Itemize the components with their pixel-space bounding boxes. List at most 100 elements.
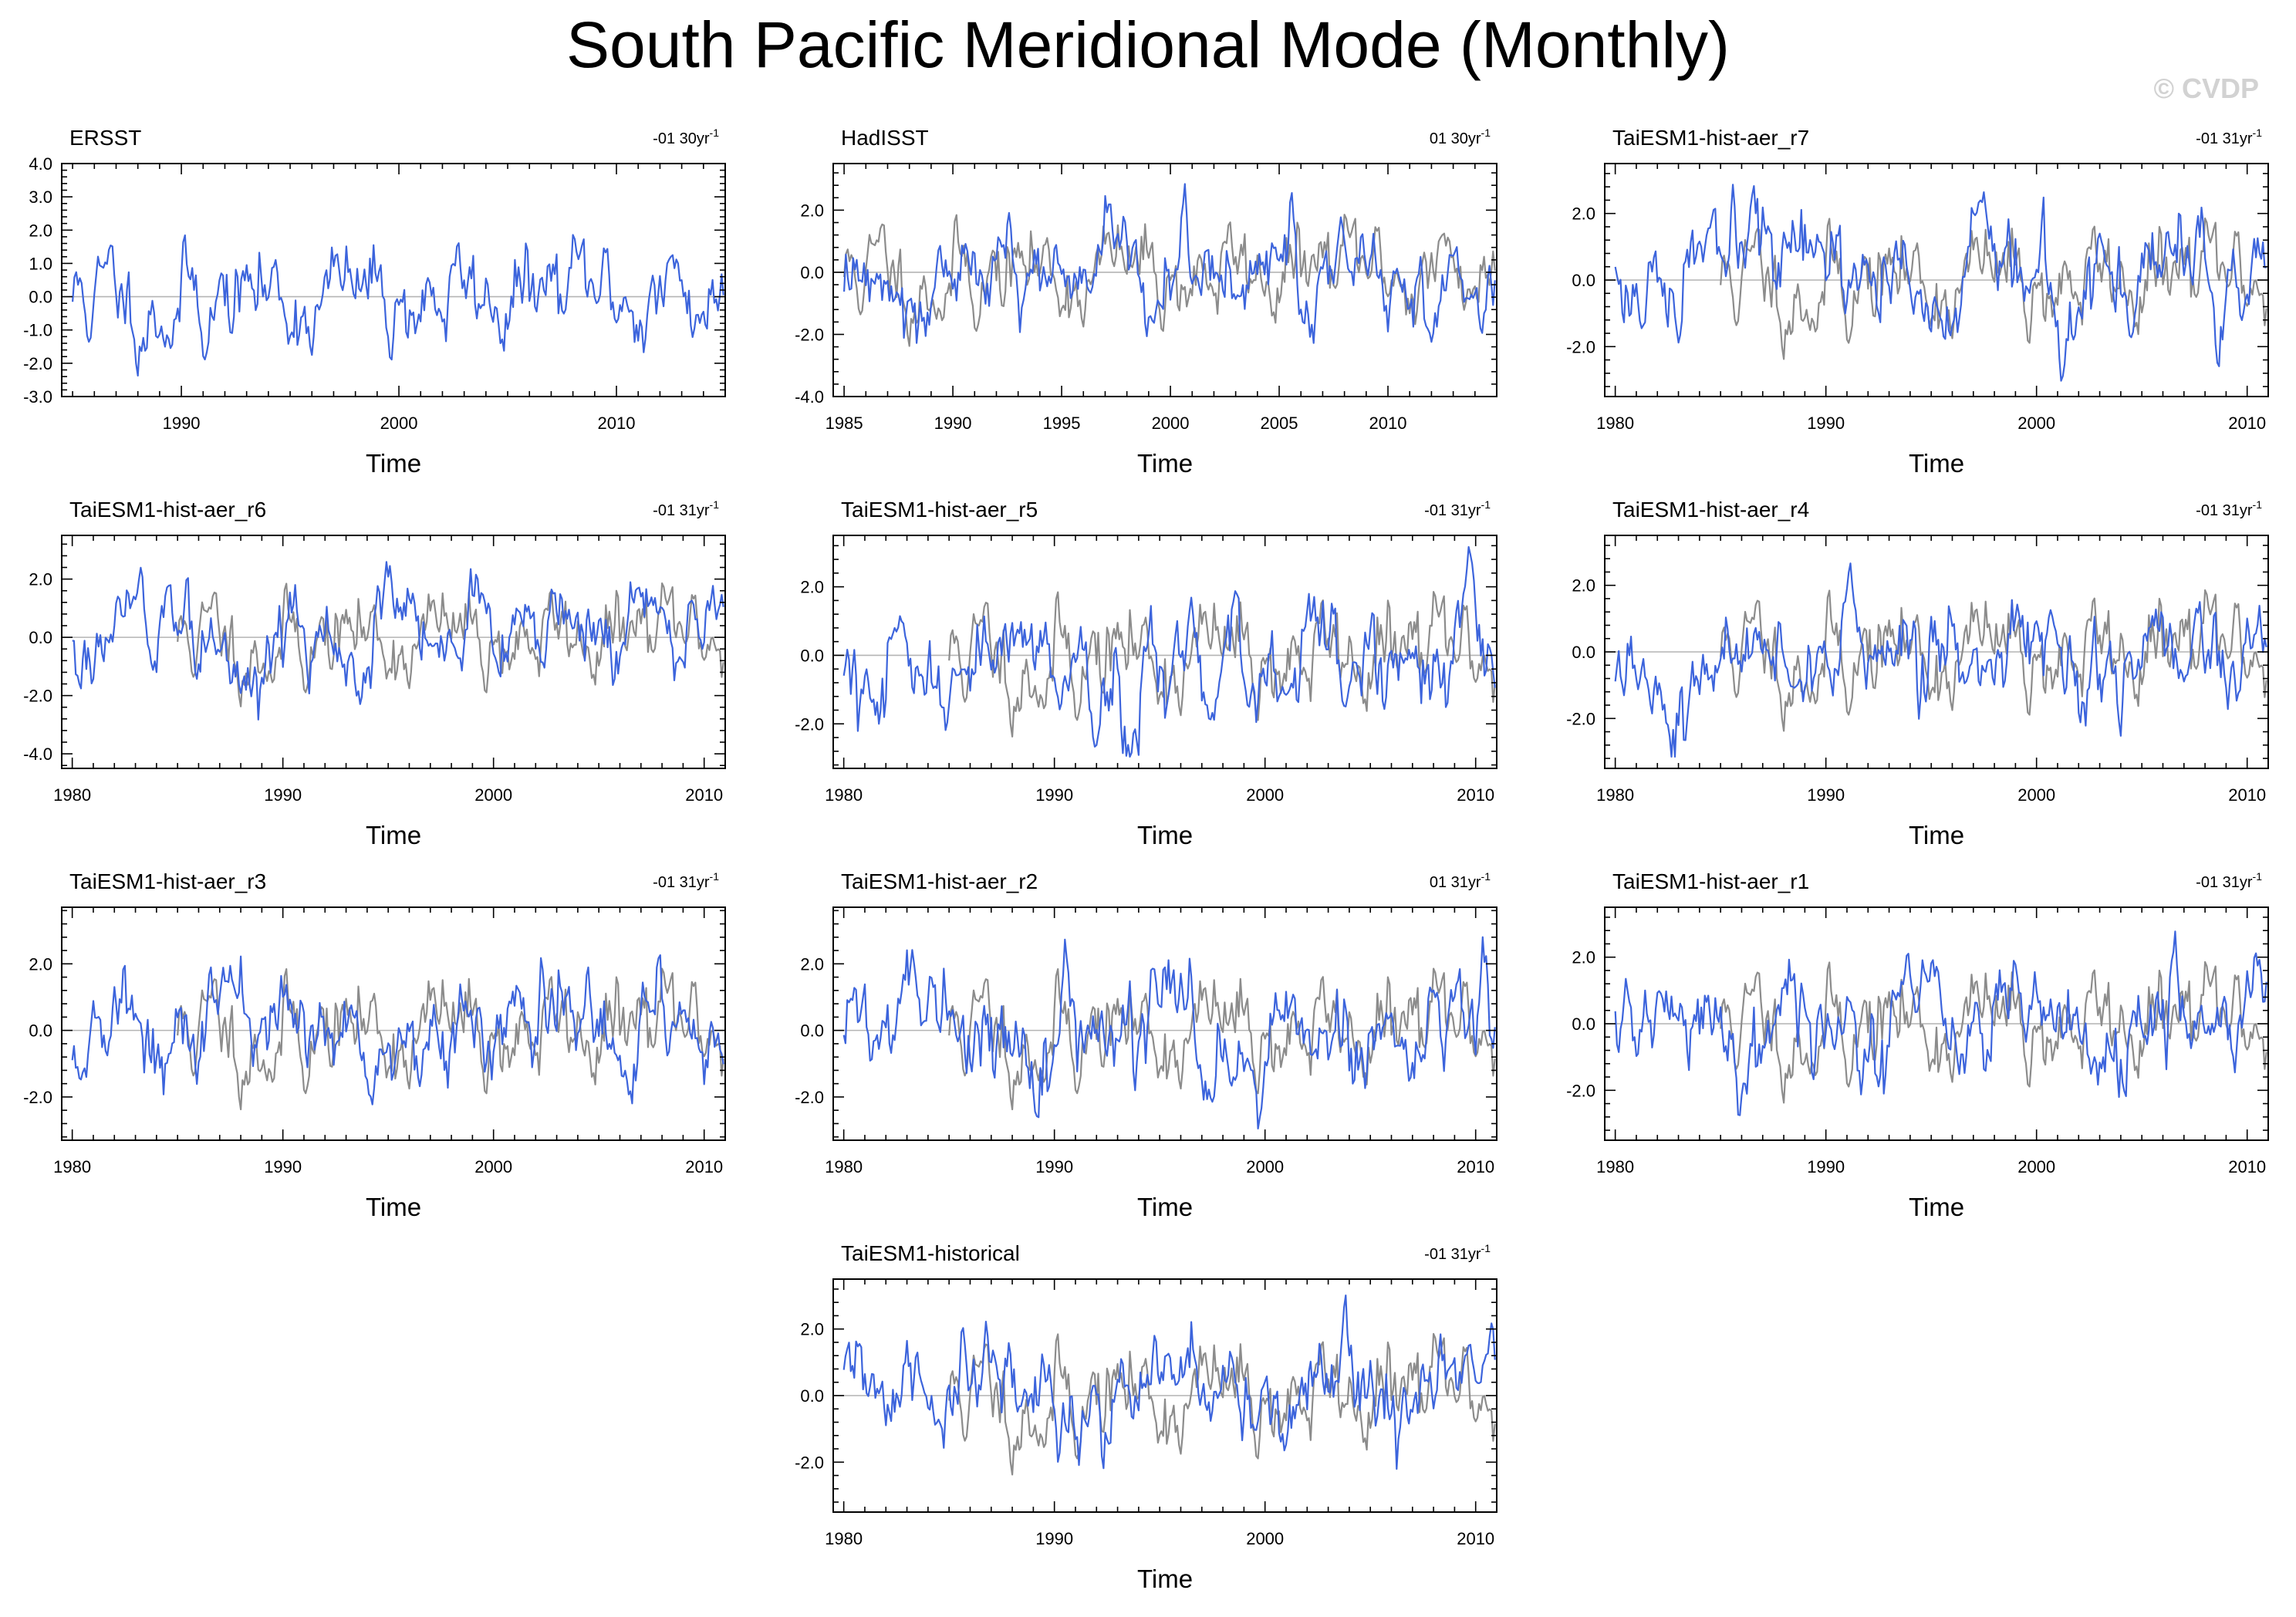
- panel-title: TaiESM1-hist-aer_r1: [1612, 869, 1809, 893]
- y-tick-label: 2.0: [1572, 576, 1595, 596]
- panel-title: HadISST: [841, 126, 929, 150]
- y-tick-label: 4.0: [29, 154, 52, 174]
- y-tick-label: 2.0: [1572, 204, 1595, 224]
- y-tick-label: -4.0: [23, 744, 52, 764]
- trend-label: -01 31yr-1: [1424, 498, 1491, 519]
- y-tick-label: 0.0: [1572, 1014, 1595, 1034]
- y-tick-label: 2.0: [800, 954, 824, 974]
- x-tick-label: 1980: [825, 1529, 863, 1548]
- series-line-HadISST: [843, 183, 1496, 344]
- x-tick-label: 1980: [1596, 785, 1634, 805]
- y-tick-label: -2.0: [795, 1088, 824, 1107]
- panel-title: TaiESM1-hist-aer_r3: [69, 869, 266, 893]
- panel-6: TaiESM1-hist-aer_r4 -01 31yr-1 1980 1990 200…: [1566, 498, 2269, 849]
- x-tick-label: 1980: [53, 785, 91, 805]
- x-tick-label: 2000: [380, 414, 418, 433]
- trend-label: -01 30yr-1: [653, 127, 719, 147]
- panel-title: TaiESM1-hist-aer_r4: [1612, 498, 1809, 522]
- series-line-TaiESM1-historical: [842, 1295, 1496, 1470]
- x-tick-label: 2000: [1246, 785, 1284, 805]
- x-tick-label: 1990: [264, 1157, 302, 1176]
- x-tick-label: 2010: [1457, 785, 1494, 805]
- trend-exponent: -1: [710, 498, 720, 511]
- panel-title: ERSST: [69, 126, 141, 150]
- x-tick-label: 2010: [2228, 414, 2266, 433]
- x-tick-label: 2010: [1457, 1529, 1494, 1548]
- x-tick-label: 1990: [163, 414, 201, 433]
- x-tick-label: 1990: [934, 414, 972, 433]
- y-tick-label: -2.0: [23, 1088, 52, 1107]
- y-tick-label: 2.0: [1572, 948, 1595, 967]
- panel-7: TaiESM1-hist-aer_r3 -01 31yr-1 1980 1990 200…: [23, 869, 726, 1221]
- series-line-TaiESM1-hist-aer_r3: [71, 954, 724, 1106]
- trend-label: -01 31yr-1: [1424, 1242, 1491, 1263]
- x-tick-label: 1990: [1807, 1157, 1845, 1176]
- x-tick-label: 1990: [1807, 414, 1845, 433]
- series-line-ERSST: [948, 967, 1496, 1111]
- y-tick-label: 1.0: [29, 254, 52, 273]
- panel-5: TaiESM1-hist-aer_r5 -01 31yr-1 1980 1990 200…: [795, 498, 1497, 849]
- panel-4: TaiESM1-hist-aer_r6 -01 31yr-1 1980 1990 200…: [23, 498, 726, 849]
- x-tick-label: 1990: [1035, 785, 1073, 805]
- plot-frame: [832, 535, 1497, 769]
- x-tick-label: 1980: [825, 1157, 863, 1176]
- y-tick-label: 2.0: [29, 954, 52, 974]
- y-tick-label: 2.0: [800, 578, 824, 597]
- trend-exponent: -1: [2253, 127, 2263, 139]
- x-tick-label: 1980: [53, 1157, 91, 1176]
- y-tick-label: 0.0: [1572, 271, 1595, 290]
- x-tick-label: 2010: [598, 414, 636, 433]
- trend-label: 01 31yr-1: [1430, 870, 1491, 891]
- x-tick-label: 1990: [1035, 1529, 1073, 1548]
- y-tick-label: 0.0: [800, 646, 824, 665]
- watermark: © CVDP: [2153, 73, 2259, 104]
- trend-exponent: -1: [1481, 498, 1491, 511]
- trend-exponent: -1: [710, 127, 720, 139]
- x-axis-label: Time: [366, 1193, 421, 1221]
- series-line-ERSST: [177, 967, 724, 1111]
- x-tick-label: 1990: [1807, 785, 1845, 805]
- series-line-ERSST: [1720, 217, 2267, 360]
- y-tick-label: 2.0: [29, 221, 52, 240]
- x-tick-label: 1980: [825, 785, 863, 805]
- trend-exponent: -1: [1481, 127, 1491, 139]
- trend-label: 01 30yr-1: [1430, 127, 1491, 147]
- x-tick-label: 2000: [2017, 1157, 2055, 1176]
- y-tick-label: -2.0: [795, 1453, 824, 1472]
- plot-frame: [832, 163, 1497, 397]
- panel-title: TaiESM1-hist-aer_r2: [841, 869, 1038, 893]
- x-tick-label: 2010: [1457, 1157, 1494, 1176]
- panel-3: TaiESM1-hist-aer_r7 -01 31yr-1 1980 1990 200…: [1566, 126, 2269, 478]
- x-axis-label: Time: [366, 449, 421, 478]
- y-tick-label: 0.0: [29, 628, 52, 647]
- panel-1: ERSST -01 30yr-1 1990 2000 2010 -3.0 -2.0 -1.0 0…: [23, 126, 726, 478]
- y-tick-label: 3.0: [29, 187, 52, 207]
- trend-label: -01 31yr-1: [2196, 498, 2262, 519]
- trend-label: -01 31yr-1: [2196, 127, 2262, 147]
- figure-title: South Pacific Meridional Mode (Monthly): [566, 8, 1730, 81]
- x-tick-label: 2000: [474, 785, 512, 805]
- x-axis-label: Time: [1909, 821, 1964, 849]
- series-line-ERSST: [948, 1332, 1496, 1476]
- panel-title: TaiESM1-hist-aer_r6: [69, 498, 266, 522]
- x-tick-label: 2010: [685, 1157, 723, 1176]
- x-tick-label: 1980: [1596, 414, 1634, 433]
- y-tick-label: 0.0: [29, 1021, 52, 1041]
- y-tick-label: -2.0: [1566, 1081, 1595, 1100]
- x-axis-label: Time: [366, 821, 421, 849]
- y-tick-label: 0.0: [800, 1386, 824, 1406]
- series-line-TaiESM1-hist-aer_r5: [842, 545, 1496, 758]
- x-tick-label: 2010: [2228, 785, 2266, 805]
- panel-2: HadISST 01 30yr-1 1985 1990 1995 2000 2005 2010…: [795, 126, 1497, 478]
- trend-exponent: -1: [1481, 1242, 1491, 1254]
- x-tick-label: 2000: [1246, 1529, 1284, 1548]
- x-tick-label: 1990: [1035, 1157, 1073, 1176]
- x-tick-label: 2000: [2017, 414, 2055, 433]
- x-tick-label: 2010: [685, 785, 723, 805]
- y-tick-label: 2.0: [29, 570, 52, 589]
- plot-frame: [61, 906, 726, 1141]
- x-tick-label: 1985: [826, 414, 863, 433]
- x-tick-label: 2000: [1152, 414, 1190, 433]
- plot-frame: [61, 535, 726, 769]
- y-tick-label: -2.0: [795, 714, 824, 734]
